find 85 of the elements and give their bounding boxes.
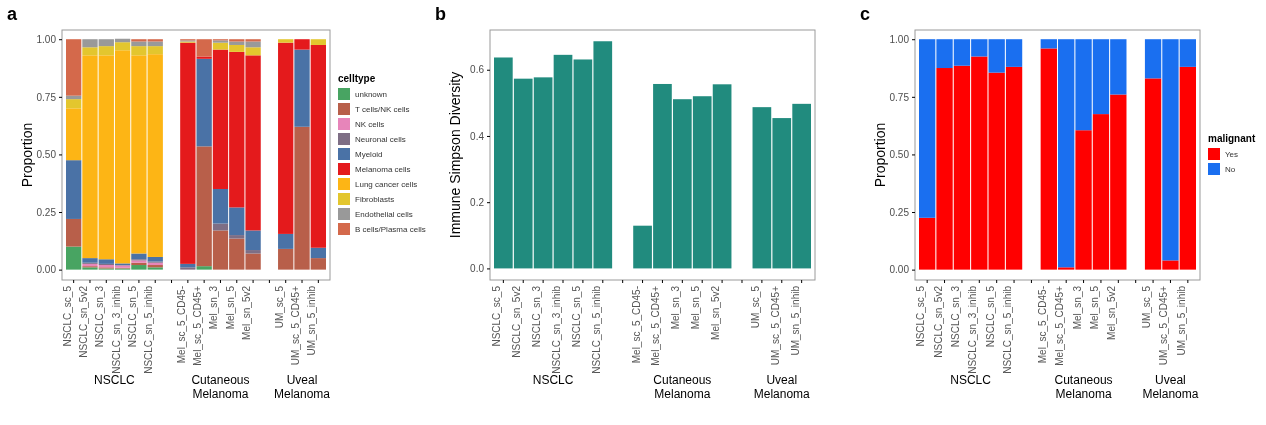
y-tick-label: 1.00 bbox=[889, 33, 910, 45]
x-tick-label: Mel_sn_3 bbox=[670, 285, 682, 330]
x-tick-label: NSCLC_sn_3_inhib bbox=[551, 285, 563, 374]
x-tick-label: NSCLC_sc_5 bbox=[491, 285, 503, 347]
legend-label: Myeloid bbox=[355, 150, 383, 159]
x-tick-label: NSCLC_sn_5 bbox=[984, 285, 996, 348]
x-tick-label: NSCLC_sn_3 bbox=[949, 285, 961, 348]
legend-label: NK cells bbox=[355, 120, 385, 129]
x-tick-label: Mel_sn_5v2 bbox=[241, 285, 253, 340]
x-tick-label: NSCLC_sc_5 bbox=[61, 285, 73, 347]
x-tick-label: UM_sc_5 bbox=[749, 285, 761, 329]
chart-title: c bbox=[860, 4, 871, 24]
x-tick-label: Mel_sn_5 bbox=[224, 285, 236, 330]
x-tick-label: Mel_sn_5 bbox=[1088, 285, 1100, 330]
y-tick-label: 0.2 bbox=[470, 196, 485, 208]
y-tick-label: 0.25 bbox=[36, 206, 57, 218]
y-tick-label: 0.50 bbox=[889, 149, 910, 161]
legend-label: T cells/NK cells bbox=[355, 105, 410, 114]
x-tick-label: UM_sn_5_inhib bbox=[1175, 285, 1187, 356]
x-tick-label: NSCLC_sn_5_inhib bbox=[590, 285, 602, 374]
text: NSCLC bbox=[94, 373, 136, 387]
legend-label: No bbox=[1225, 165, 1236, 174]
x-tick-label: Mel_sn_5v2 bbox=[1106, 285, 1118, 340]
x-tick-label: NSCLC_sn_5v2 bbox=[932, 285, 944, 358]
y-tick-label: 0.75 bbox=[36, 91, 57, 103]
x-tick-label: Mel_sn_3 bbox=[1071, 285, 1083, 330]
x-tick-label: Mel_sc_5_CD45- bbox=[175, 286, 187, 364]
chart-title: b bbox=[435, 4, 446, 24]
y-axis-title: Proportion bbox=[19, 122, 35, 188]
y-tick-label: 0.25 bbox=[889, 206, 910, 218]
x-tick-label: UM_sc_5_CD45+ bbox=[769, 285, 781, 366]
y-tick-label: 0.50 bbox=[36, 149, 57, 161]
x-tick-label: Mel_sc_5_CD45+ bbox=[650, 285, 662, 366]
text: NSCLC bbox=[950, 373, 992, 387]
text: Cutaneous Melanoma bbox=[191, 373, 250, 402]
x-tick-label: UM_sc_5 bbox=[1141, 285, 1153, 329]
x-tick-label: NSCLC_sn_5_inhib bbox=[1002, 285, 1014, 374]
text: Uveal Melanoma bbox=[1142, 373, 1199, 402]
text: Cutaneous Melanoma bbox=[1054, 373, 1113, 402]
y-axis-title: Proportion bbox=[872, 122, 888, 188]
x-tick-label: Mel_sc_5_CD45+ bbox=[1054, 285, 1066, 366]
x-tick-label: UM_sc_5_CD45+ bbox=[1158, 285, 1170, 366]
x-tick-label: UM_sc_5_CD45+ bbox=[290, 285, 302, 366]
legend-label: Melanoma cells bbox=[355, 165, 411, 174]
y-tick-label: 0.0 bbox=[470, 263, 485, 275]
y-tick-label: 0.75 bbox=[889, 91, 910, 103]
legend-label: B cells/Plasma cells bbox=[355, 225, 426, 234]
y-tick-label: 0.00 bbox=[36, 264, 57, 276]
text: Uveal Melanoma bbox=[274, 373, 331, 402]
x-tick-label: NSCLC_sn_3_inhib bbox=[110, 285, 122, 374]
chart-title: a bbox=[7, 4, 18, 24]
x-tick-label: NSCLC_sn_5 bbox=[570, 285, 582, 348]
x-tick-label: Mel_sc_5_CD45- bbox=[630, 286, 642, 364]
x-tick-label: Mel_sn_5 bbox=[690, 285, 702, 330]
legend-title: malignant bbox=[1208, 133, 1256, 144]
x-tick-label: NSCLC_sn_5v2 bbox=[77, 285, 89, 358]
legend-label: Fibroblasts bbox=[355, 195, 395, 204]
x-tick-label: Mel_sc_5_CD45- bbox=[1036, 286, 1048, 364]
x-tick-label: NSCLC_sn_3 bbox=[531, 285, 543, 348]
x-tick-label: NSCLC_sn_5_inhib bbox=[143, 285, 155, 374]
legend-label: Neuronal cells bbox=[355, 135, 406, 144]
legend-label: Endothelial cells bbox=[355, 210, 413, 219]
y-tick-label: 0.00 bbox=[889, 264, 910, 276]
x-tick-label: NSCLC_sn_3 bbox=[94, 285, 106, 348]
legend-label: Lung cancer cells bbox=[355, 180, 418, 189]
x-tick-label: Mel_sn_5v2 bbox=[710, 285, 722, 340]
x-tick-label: Mel_sn_3 bbox=[208, 285, 220, 330]
x-tick-label: UM_sc_5 bbox=[273, 285, 285, 329]
x-tick-label: UM_sn_5_inhib bbox=[789, 285, 801, 356]
y-tick-label: 0.6 bbox=[470, 64, 485, 76]
x-tick-label: NSCLC_sn_5v2 bbox=[511, 285, 523, 358]
text: Uveal Melanoma bbox=[753, 373, 811, 402]
x-tick-label: NSCLC_sn_5 bbox=[126, 285, 138, 348]
x-tick-label: Mel_sc_5_CD45+ bbox=[192, 285, 204, 366]
text: NSCLC bbox=[532, 373, 574, 387]
x-tick-label: NSCLC_sc_5 bbox=[915, 285, 927, 347]
legend-label: Yes bbox=[1225, 150, 1239, 159]
x-tick-label: UM_sn_5_inhib bbox=[306, 285, 318, 356]
y-tick-label: 1.00 bbox=[36, 33, 57, 45]
y-axis-title: Immune Simpson Diversity bbox=[447, 71, 463, 239]
legend-title: celltype bbox=[338, 73, 376, 84]
legend-label: unknown bbox=[355, 90, 388, 99]
y-tick-label: 0.4 bbox=[470, 130, 485, 142]
text: Cutaneous Melanoma bbox=[653, 373, 712, 402]
x-tick-label: NSCLC_sn_3_inhib bbox=[967, 285, 979, 374]
